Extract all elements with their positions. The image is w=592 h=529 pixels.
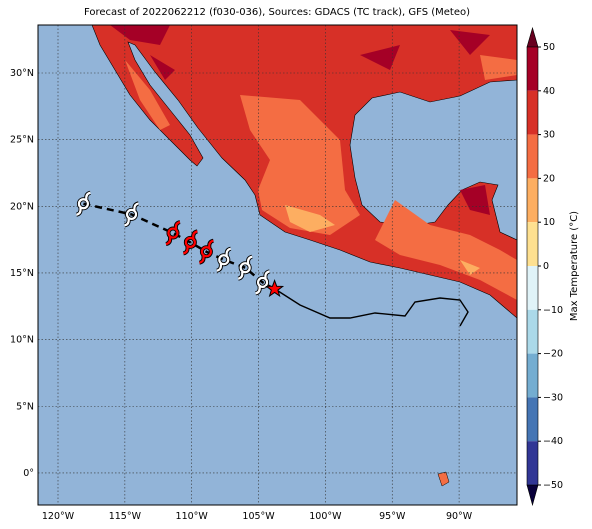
track <box>75 190 285 298</box>
cyclone-symbol <box>75 190 91 217</box>
lon-label: 110°W <box>176 511 209 522</box>
lat-label: 10°N <box>10 335 34 346</box>
colorbar-band <box>527 266 538 310</box>
colorbar-extend-high <box>526 26 539 48</box>
island <box>437 471 450 487</box>
cyclone-arm <box>76 191 91 216</box>
lat-label: 20°N <box>10 201 34 212</box>
lat-label: 0° <box>23 468 34 479</box>
lon-label: 100°W <box>309 511 342 522</box>
cyclone-symbol <box>165 220 181 247</box>
current-position <box>265 279 285 298</box>
cyclone-eye <box>239 262 251 274</box>
lon-label: 90°W <box>446 511 473 522</box>
cyclone-eye <box>200 246 213 258</box>
colorbar-band <box>527 353 538 398</box>
lon-label: 120°W <box>42 511 75 522</box>
cyclone-eye <box>167 227 179 239</box>
lat-label: 30°N <box>10 68 34 79</box>
colorbar-tick-label: −10 <box>543 305 563 316</box>
cyclone-eye <box>77 198 90 210</box>
title: Forecast of 2022062212 (f030-036), Sourc… <box>84 7 470 18</box>
cyclone-arm <box>165 220 181 246</box>
cyclone-arm <box>183 230 198 255</box>
colorbar-tick-label: 30 <box>543 130 555 141</box>
colorbar-band <box>527 90 538 135</box>
colorbar-tick-label: −40 <box>543 436 563 447</box>
colorbar-band <box>527 178 538 223</box>
cyclone-symbol <box>255 269 271 296</box>
land-mild <box>285 205 480 275</box>
colorbar-tick-label: 10 <box>543 217 555 228</box>
colorbar-band <box>527 134 538 179</box>
map-area <box>38 25 517 505</box>
cyclone-arm <box>255 270 270 295</box>
colorbar-tick-label: −50 <box>543 480 563 491</box>
colorbar-band <box>527 47 538 91</box>
colorbar-band <box>527 441 538 485</box>
lon-label: 115°W <box>109 511 142 522</box>
cyclone-eye <box>218 254 230 266</box>
colorbar-tick-label: 0 <box>543 261 549 272</box>
colorbar-tick-label: 50 <box>543 42 555 53</box>
lon-label: 105°W <box>242 511 275 522</box>
cyclone-arm <box>124 202 139 227</box>
colorbar-extend-low <box>526 484 539 507</box>
colorbar-tick-label: 40 <box>543 86 555 97</box>
cyclone-symbol <box>123 201 140 228</box>
cyclone-arm <box>237 255 253 280</box>
lat-label: 25°N <box>10 135 34 146</box>
cyclone-symbol <box>198 238 214 265</box>
graticule <box>38 25 517 505</box>
land-warm <box>125 55 517 300</box>
colorbar-band <box>527 397 538 442</box>
track-line <box>83 202 276 291</box>
cyclone-eye <box>125 208 138 220</box>
cyclone-eye <box>184 236 196 248</box>
map-frame <box>37 24 518 506</box>
forecast-line <box>274 288 469 327</box>
colorbar-tick-label: 20 <box>543 173 555 184</box>
cyclone-eye <box>256 276 269 288</box>
colorbar-label: Max Temperature (°C) <box>569 211 580 321</box>
colorbar-tick-label: −20 <box>543 349 563 360</box>
lat-label: 5°N <box>16 401 34 412</box>
cyclone-arm <box>199 239 214 264</box>
colorbar-band <box>527 309 538 354</box>
cyclone-symbol <box>216 246 232 273</box>
cyclone-symbol <box>182 229 198 256</box>
cyclone-symbol <box>237 254 253 281</box>
cyclone-arm <box>216 247 232 272</box>
colorbar-band <box>527 222 538 266</box>
colorbar-tick-label: −30 <box>543 392 563 403</box>
lat-label: 15°N <box>10 268 34 279</box>
lon-label: 95°W <box>379 511 406 522</box>
colorbar: 50 40 30 20 10 0 −10 −20 −30 −40 −50 <box>526 26 563 507</box>
